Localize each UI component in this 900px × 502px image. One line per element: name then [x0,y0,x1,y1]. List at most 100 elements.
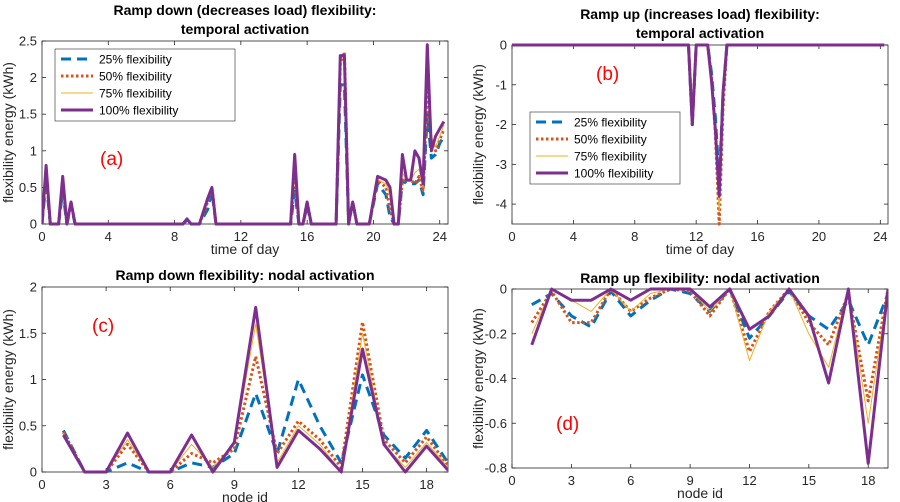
x-tick-label: 12 [742,473,756,488]
series-line-100-pct [512,43,885,198]
legend-label-25-pct: 25% flexibility [574,116,647,130]
y-tick-label: 0 [500,282,507,297]
series-line-25-pct [62,373,448,474]
x-tick-label: 24 [432,229,446,244]
y-tick-label: 0.5 [19,180,37,195]
x-tick-label: 8 [631,229,638,244]
panel-b-series-group [512,43,885,226]
panel-b-y-axis-label: flexibility energy (kWh) [470,64,486,205]
panel-d-series-group [530,287,888,465]
x-tick-label: 0 [508,229,515,244]
y-tick-label: -2 [495,117,507,132]
y-tick-label: 2.5 [19,34,37,49]
legend-label-100-pct: 100% flexibility [574,167,653,181]
panel-a: Ramp down (decreases load) flexibility: t… [0,2,449,257]
y-tick-label: -0.8 [485,461,507,476]
panel-d: Ramp up flexibility: nodal activation 0 3 6… [470,270,889,501]
x-tick-label: 8 [171,229,178,244]
panel-a-tag: (a) [100,149,123,170]
y-tick-label: 2 [30,70,37,85]
y-tick-label: -0.4 [485,371,507,386]
panel-d-title-line-1: Ramp up flexibility: nodal activation [580,270,820,286]
legend-label-50-pct: 50% flexibility [99,70,172,84]
panel-a-y-ticks: 0 0.5 1 1.5 2 2.5 [19,34,448,232]
panel-a-legend: 25% flexibility 50% flexibility 75% flexib… [54,48,236,122]
y-tick-label: -1 [495,77,507,92]
y-tick-label: -0.2 [485,326,507,341]
panel-b-title-line-2: temporal activation [636,25,764,41]
y-tick-label: -0.6 [485,416,507,431]
panel-b-x-axis-label: time of day [666,241,734,257]
series-line-100-pct [530,287,888,465]
x-tick-label: 0 [38,229,45,244]
panel-c-tag: (c) [92,316,114,337]
series-line-100-pct [42,43,446,226]
panel-a-series-group [42,43,446,226]
panel-c: Ramp down flexibility: nodal activation0… [0,267,449,502]
panel-d-y-ticks: -0.8 -0.6 -0.4 -0.2 0 [485,282,888,476]
x-tick-label: 20 [812,229,826,244]
panel-b-title-line-1: Ramp up (increases load) flexibility: [580,6,820,22]
x-tick-label: 15 [355,477,369,492]
x-tick-label: 24 [873,229,887,244]
legend-label-50-pct: 50% flexibility [574,133,647,147]
x-tick-label: 20 [366,229,380,244]
panel-c-x-axis-label: node id [222,489,268,502]
panel-c-series-group [62,305,448,474]
y-tick-label: 1 [30,372,37,387]
x-tick-label: 3 [102,477,109,492]
legend-label-75-pct: 75% flexibility [574,150,647,164]
panel-d-x-ticks: 0 3 6 9 12 15 18 [508,289,875,488]
series-line-100-pct [62,305,448,474]
series-line-50-pct [62,320,448,474]
panel-b-y-ticks: -4 -3 -2 -1 0 [495,38,888,212]
panel-c-y-ticks: 0 0.5 1 1.5 2 [19,280,448,480]
series-line-75-pct [531,288,888,424]
legend-label-100-pct: 100% flexibility [99,104,178,118]
panel-b-tag: (b) [596,64,619,85]
x-tick-label: 16 [300,229,314,244]
legend-label-25-pct: 25% flexibility [99,53,172,67]
series-line-50-pct [530,287,888,403]
y-tick-label: 0 [500,38,507,53]
panel-d-tag: (d) [556,414,579,435]
x-tick-label: 4 [105,229,112,244]
y-tick-label: 2 [30,280,37,295]
panel-b: Ramp up (increases load) flexibility: tem… [470,6,889,257]
x-tick-label: 3 [568,473,575,488]
y-tick-label: 0.5 [19,418,37,433]
panel-a-x-axis-label: time of day [211,241,279,257]
x-tick-label: 0 [508,473,515,488]
x-tick-label: 0 [38,477,45,492]
panel-c-y-axis-label: flexibility energy (kWh) [0,309,16,450]
panel-a-y-axis-label: flexibility energy (kWh) [0,62,16,203]
y-tick-label: -4 [495,197,507,212]
x-tick-label: 15 [802,473,816,488]
x-tick-label: 18 [419,477,433,492]
panel-b-legend: 25% flexibility 50% flexibility 75% flexib… [529,111,681,185]
x-tick-label: 9 [686,473,693,488]
x-tick-label: 12 [234,229,248,244]
x-tick-label: 9 [231,477,238,492]
panel-a-title-line-2: temporal activation [181,21,309,37]
legend-label-75-pct: 75% flexibility [99,87,172,101]
x-tick-label: 16 [750,229,764,244]
y-tick-label: 1 [30,143,37,158]
x-tick-label: 6 [627,473,634,488]
y-tick-label: 0 [30,465,37,480]
y-tick-label: 1.5 [19,107,37,122]
x-tick-label: 12 [689,229,703,244]
panel-a-title-line-1: Ramp down (decreases load) flexibility: [114,2,377,18]
x-tick-label: 4 [570,229,577,244]
x-tick-label: 6 [167,477,174,492]
panel-c-title-line-1: Ramp down flexibility: nodal activation [115,267,374,283]
y-tick-label: 1.5 [19,326,37,341]
y-tick-label: 0 [30,217,37,232]
x-tick-label: 12 [291,477,305,492]
panel-c-x-ticks: 0 3 6 9 12 15 18 [38,287,434,492]
x-tick-label: 18 [861,473,875,488]
panel-a-x-ticks: 0 4 8 12 16 20 24 [38,41,447,244]
y-tick-label: -3 [495,157,507,172]
